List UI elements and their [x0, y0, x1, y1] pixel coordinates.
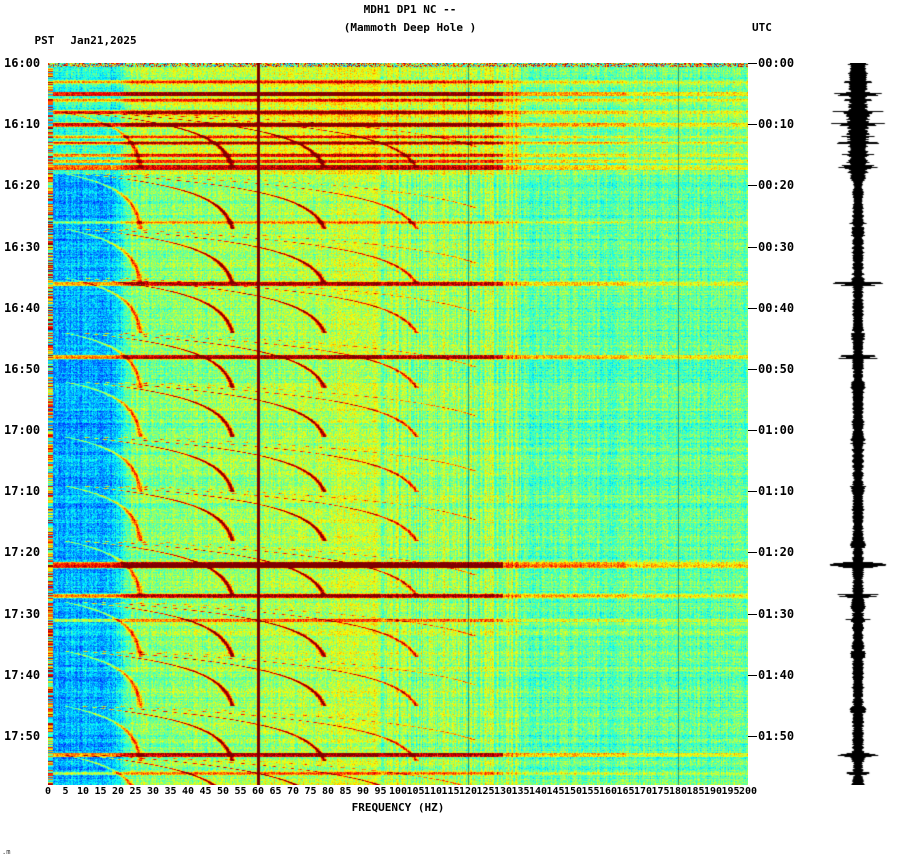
frequency-tick-label: 120 [458, 786, 478, 797]
right-time-tick-mark [748, 674, 757, 676]
right-time-tick-mark [748, 246, 757, 248]
frequency-tick-label: 5 [62, 786, 69, 797]
frequency-tick-label: 135 [511, 786, 530, 797]
right-time-tick-label: 00:50 [758, 361, 795, 376]
right-time-tick-mark [748, 368, 757, 370]
left-time-tick-label: 16:50 [4, 361, 41, 376]
left-time-tick-label: 16:30 [4, 239, 41, 254]
frequency-tick-label: 115 [441, 786, 460, 797]
right-time-tick-label: 01:10 [758, 484, 795, 499]
chart-subtitle: (Mammoth Deep Hole ) [343, 21, 477, 34]
frequency-tick-label: 175 [651, 786, 670, 797]
frequency-tick-label: 45 [199, 786, 212, 797]
frequency-tick-label: 65 [269, 786, 282, 797]
left-time-tick-label: 17:10 [4, 484, 41, 499]
left-time-tick-label: 17:50 [4, 729, 41, 744]
frequency-tick-label: 160 [598, 786, 618, 797]
frequency-tick-label: 125 [476, 786, 495, 797]
right-time-tick-mark [748, 63, 757, 64]
right-time-tick-mark [748, 185, 757, 187]
frequency-tick-label: 200 [738, 786, 758, 797]
right-time-tick-label: 01:20 [758, 545, 795, 560]
right-time-tick-label: 01:40 [758, 667, 795, 682]
right-time-tick-mark [748, 124, 757, 126]
frequency-tick-label: 30 [146, 786, 160, 797]
frequency-tick-label: 185 [686, 786, 705, 797]
frequency-tick-label: 75 [304, 786, 317, 797]
frequency-tick-label: 165 [616, 786, 635, 797]
left-time-tick-label: 17:30 [4, 606, 41, 621]
right-time-tick-label: 01:00 [758, 423, 795, 438]
right-time-tick-mark [748, 307, 757, 309]
left-time-tick-label: 16:40 [4, 300, 41, 315]
timezone-right-label: UTC [752, 21, 772, 34]
frequency-tick-label: 155 [581, 786, 600, 797]
timezone-left-label: PST [34, 34, 55, 47]
frequency-tick-label: 105 [406, 786, 425, 797]
right-time-tick-label: 00:40 [758, 300, 795, 315]
right-time-tick-label: 00:30 [758, 239, 795, 254]
left-time-tick-label: 17:40 [4, 667, 41, 682]
header-left: PST Jan21,2025 [8, 21, 137, 60]
right-time-tick-mark [748, 613, 757, 615]
left-time-tick-label: 16:20 [4, 178, 41, 193]
frequency-tick-label: 90 [356, 786, 370, 797]
right-time-tick-label: 00:00 [758, 56, 795, 70]
frequency-tick-label: 140 [528, 786, 548, 797]
frequency-tick-label: 40 [181, 786, 195, 797]
frequency-tick-label: 180 [668, 786, 688, 797]
frequency-tick-label: 25 [129, 786, 142, 797]
frequency-tick-label: 170 [633, 786, 653, 797]
right-time-tick-mark [748, 491, 757, 493]
frequency-tick-label: 0 [44, 786, 52, 797]
frequency-tick-label: 35 [164, 786, 177, 797]
right-time-tick-label: 00:20 [758, 178, 795, 193]
corner-watermark: .m [2, 848, 11, 856]
frequency-tick-label: 60 [251, 786, 265, 797]
frequency-tick-label: 150 [563, 786, 583, 797]
frequency-tick-label: 145 [546, 786, 565, 797]
frequency-tick-label: 190 [703, 786, 723, 797]
frequency-tick-label: 130 [493, 786, 513, 797]
frequency-tick-label: 70 [286, 786, 300, 797]
right-time-tick-mark [748, 430, 757, 432]
right-time-tick-mark [748, 736, 757, 738]
frequency-tick-label: 85 [339, 786, 352, 797]
right-time-tick-mark [748, 552, 757, 554]
frequency-tick-label: 50 [216, 786, 230, 797]
frequency-tick-label: 95 [374, 786, 387, 797]
frequency-tick-label: 15 [94, 786, 107, 797]
frequency-tick-label: 20 [111, 786, 125, 797]
spectrogram-heatmap [48, 63, 748, 785]
frequency-tick-label: 55 [234, 786, 247, 797]
left-time-tick-label: 16:10 [4, 117, 41, 132]
frequency-tick-label: 110 [423, 786, 443, 797]
chart-title: MDH1 DP1 NC -- [363, 3, 457, 16]
seismogram-trace [827, 63, 889, 785]
frequency-tick-label: 80 [321, 786, 335, 797]
right-time-tick-label: 01:30 [758, 606, 795, 621]
frequency-tick-label: 100 [388, 786, 408, 797]
left-time-tick-label: 16:00 [4, 56, 41, 70]
frequency-tick-label: 10 [76, 786, 90, 797]
right-time-tick-label: 01:50 [758, 729, 795, 744]
date-label: Jan21,2025 [70, 34, 137, 47]
frequency-tick-label: 195 [721, 786, 740, 797]
left-time-tick-label: 17:00 [4, 423, 41, 438]
right-time-tick-label: 00:10 [758, 117, 795, 132]
left-time-tick-label: 17:20 [4, 545, 41, 560]
frequency-axis-label: FREQUENCY (HZ) [351, 801, 445, 814]
